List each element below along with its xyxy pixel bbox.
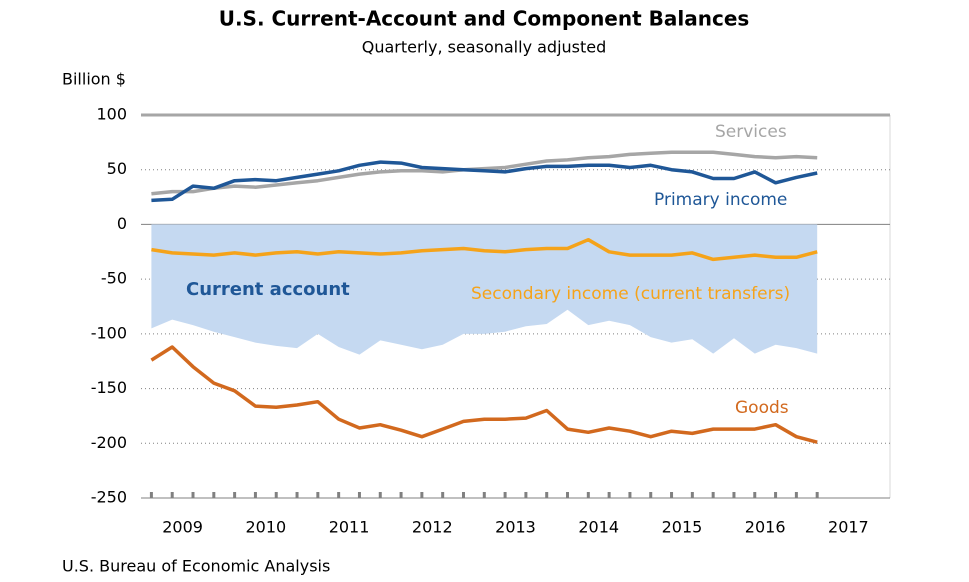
y-tick-label: -200 (91, 433, 127, 452)
x-tick-label: 2009 (162, 518, 203, 537)
y-tick-label: -50 (101, 269, 127, 288)
series-label: Goods (735, 398, 789, 418)
y-tick-label: -250 (91, 488, 127, 507)
x-tick-label: 2012 (412, 518, 453, 537)
line (151, 150, 818, 196)
x-tick-label: 2011 (329, 518, 370, 537)
line (150, 345, 818, 444)
y-tick-label: 0 (117, 214, 127, 233)
x-tick-label: 2015 (662, 518, 703, 537)
x-tick-label: 2016 (745, 518, 786, 537)
line (151, 160, 818, 203)
y-tick-label: -100 (91, 323, 127, 342)
series-label: Services (715, 122, 787, 142)
y-tick-label: 50 (107, 159, 127, 178)
x-tick-label: 2014 (578, 518, 619, 537)
series-label: Secondary income (current transfers) (471, 284, 790, 304)
x-tick-label: 2010 (245, 518, 286, 537)
x-tick-label: 2013 (495, 518, 536, 537)
chart-title: U.S. Current-Account and Component Balan… (219, 7, 750, 31)
x-tick-label: 2017 (828, 518, 869, 537)
y-axis-label: Billion $ (62, 70, 126, 89)
line (151, 237, 818, 262)
y-tick-label: -150 (91, 378, 127, 397)
y-tick-label: 100 (96, 105, 127, 124)
chart-subtitle: Quarterly, seasonally adjusted (362, 38, 607, 57)
series-label: Primary income (654, 190, 787, 210)
area (151, 224, 818, 355)
source: U.S. Bureau of Economic Analysis (62, 557, 330, 576)
series-label: Current account (186, 279, 350, 300)
